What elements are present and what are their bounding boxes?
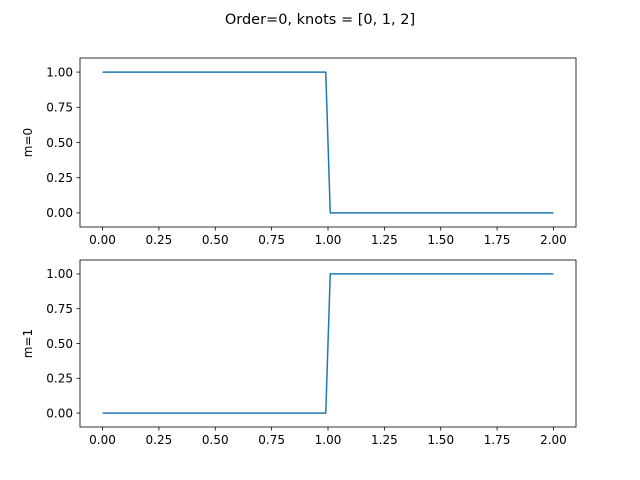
x-tick-label-1-5: 1.25 [371,433,398,447]
x-tick-label-0-4: 1.00 [315,233,342,247]
y-tick-label-1-2: 0.50 [46,337,73,351]
x-tick-label-1-6: 1.50 [427,433,454,447]
x-tick-label-0-8: 2.00 [540,233,567,247]
y-axis-label-0: m=0 [21,128,35,157]
y-tick-label-0-1: 0.25 [46,171,73,185]
y-tick-label-0-3: 0.75 [46,101,73,115]
y-tick-label-1-0: 0.00 [46,406,73,420]
subplot-m0: 0.00 0.25 0.50 0.75 1.00 1.25 1.50 1.75 2.00 0.00… [21,57,577,247]
x-tick-label-1-8: 2.00 [540,433,567,447]
x-tick-label-0-0: 0.00 [89,233,116,247]
y-tick-label-1-1: 0.25 [46,372,73,386]
y-tick-label-0-2: 0.50 [46,136,73,150]
x-tick-label-0-5: 1.25 [371,233,398,247]
x-tick-label-0-1: 0.25 [146,233,173,247]
x-tick-label-1-2: 0.50 [202,433,229,447]
x-tick-label-0-6: 1.50 [427,233,454,247]
x-tick-label-1-4: 1.00 [315,433,342,447]
x-tick-label-1-7: 1.75 [484,433,511,447]
x-tick-label-1-3: 0.75 [258,433,285,447]
x-tick-label-0-2: 0.50 [202,233,229,247]
y-axis-label-1: m=1 [21,329,35,358]
x-tick-label-0-7: 1.75 [484,233,511,247]
y-tick-label-0-4: 1.00 [46,65,73,79]
y-tick-label-0-0: 0.00 [46,206,73,220]
series-line-0-0 [102,71,554,214]
x-tick-label-1-1: 0.25 [146,433,173,447]
x-tick-label-0-3: 0.75 [258,233,285,247]
y-tick-label-1-4: 1.00 [46,267,73,281]
x-tick-label-1-0: 0.00 [89,433,116,447]
figure-suptitle: Order=0, knots = [0, 1, 2] [225,12,415,28]
subplot-m1: 0.00 0.25 0.50 0.75 1.00 1.25 1.50 1.75 2.00 0.00… [21,259,577,447]
y-tick-label-1-3: 0.75 [46,302,73,316]
series-line-1-0 [102,273,554,414]
